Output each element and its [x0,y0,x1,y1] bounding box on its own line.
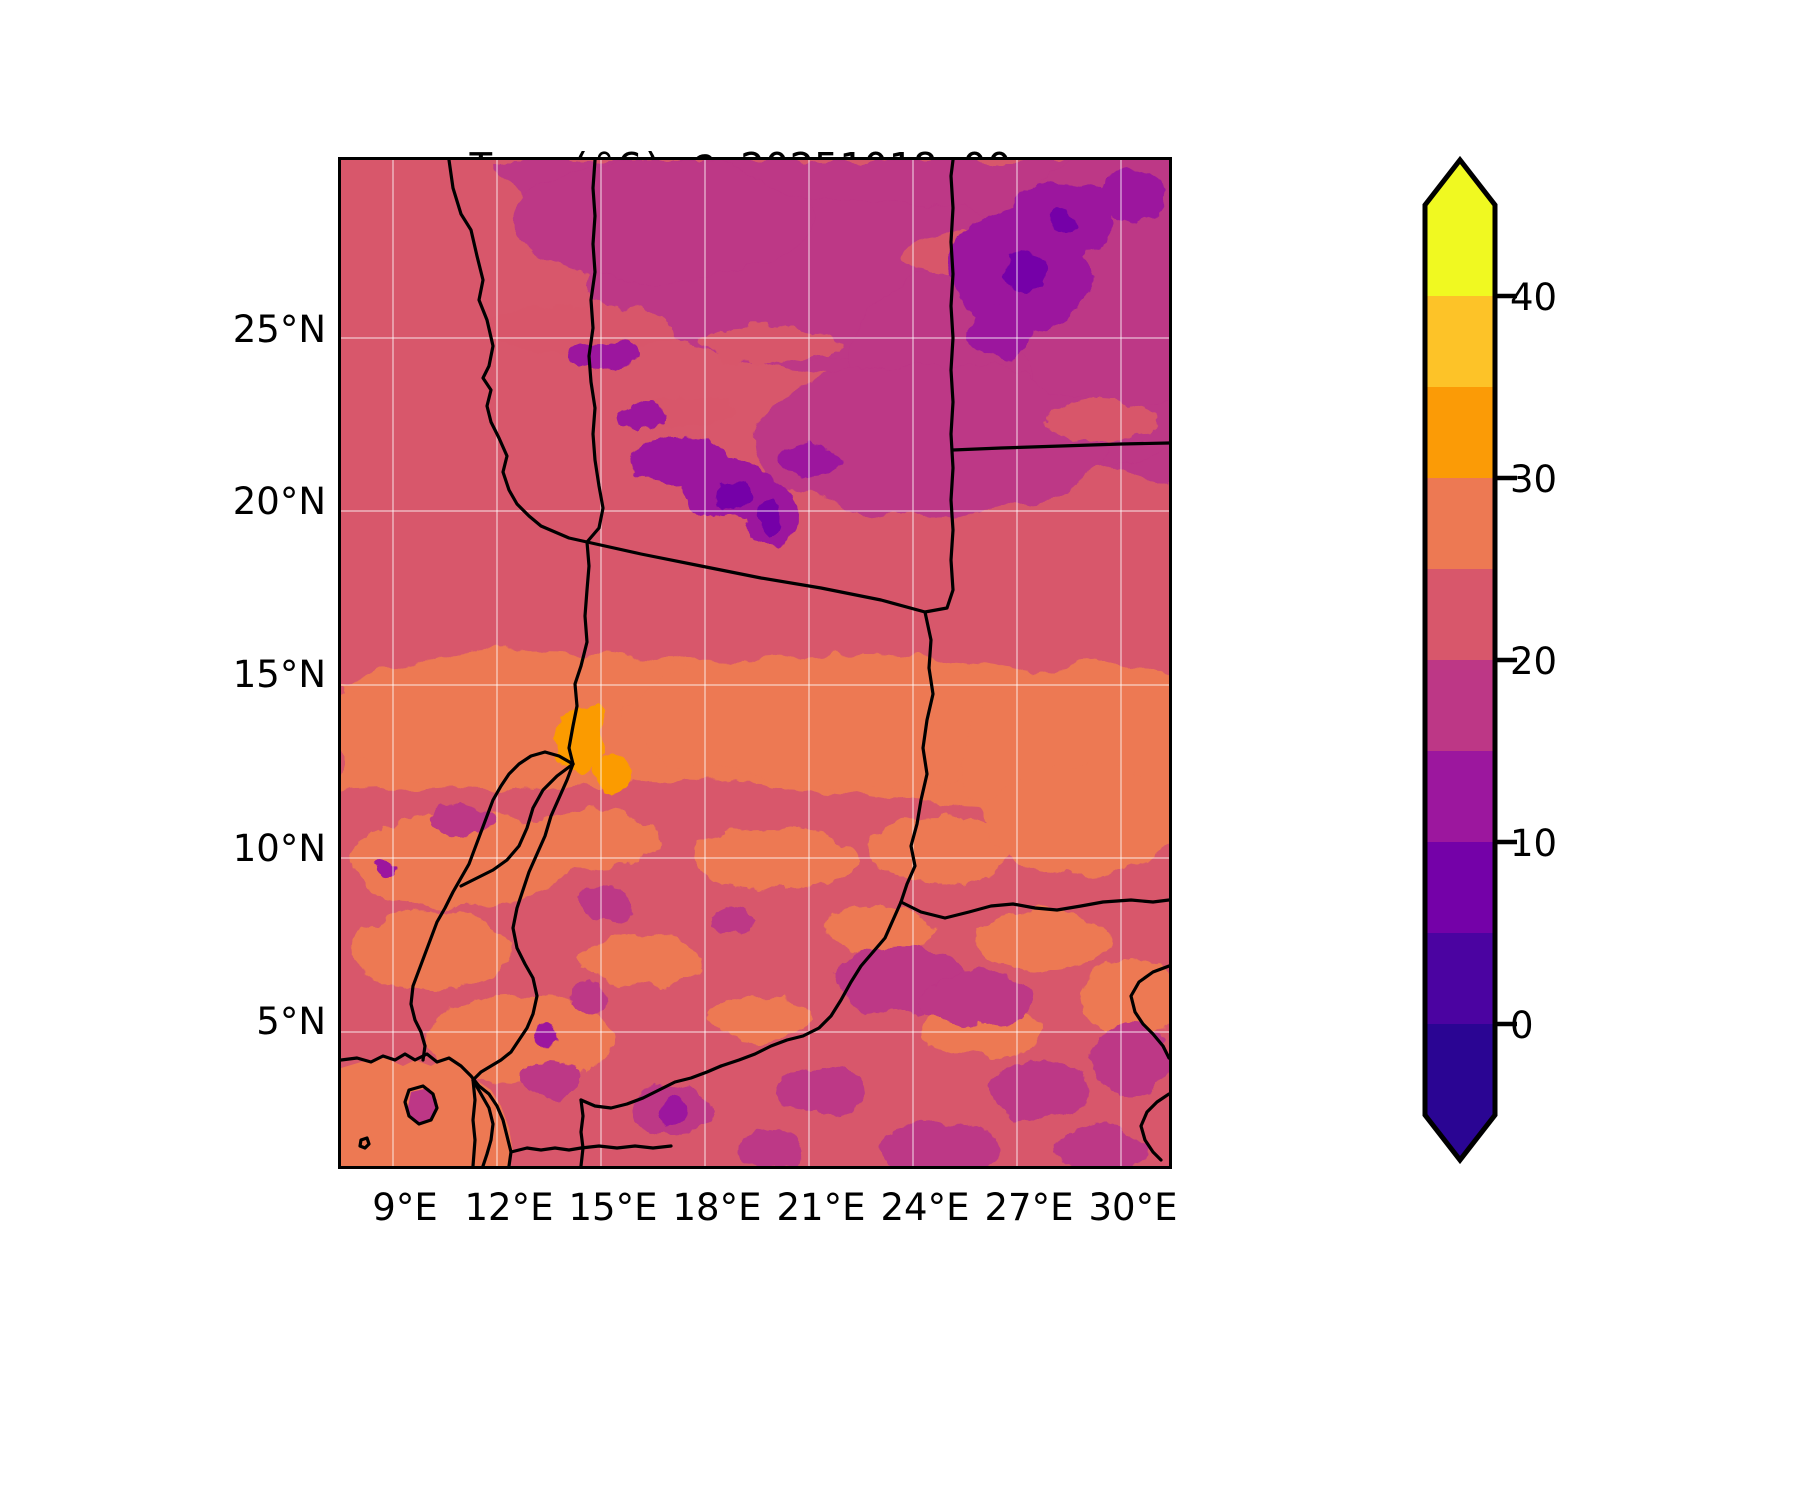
y-tick-label-25N: 25°N [232,308,326,351]
map-gridlines [341,160,1169,1166]
y-tick-label-15N: 15°N [232,653,326,696]
colorbar-tick-label-40: 40 [1510,276,1558,319]
colorbar-tick-label-0: 0 [1510,1004,1534,1047]
colorbar-svg [1422,155,1517,1165]
colorbar-tick-label-20: 20 [1510,640,1558,683]
x-tick-label-30E: 30°E [1088,1186,1178,1229]
x-tick-label-24E: 24°E [880,1186,970,1229]
colorbar-tick-label-10: 10 [1510,822,1558,865]
x-tick-label-21E: 21°E [776,1186,866,1229]
colorbar-extend-max-arrow [1425,160,1495,205]
colorbar-extend-min-arrow [1425,1115,1495,1160]
x-tick-label-18E: 18°E [672,1186,762,1229]
y-tick-label-10N: 10°N [232,827,326,870]
x-tick-label-9E: 9°E [372,1186,438,1229]
x-tick-label-15E: 15°E [568,1186,658,1229]
y-tick-label-20N: 20°N [232,480,326,523]
colorbar[interactable]: 40 30 20 10 0 [1415,150,1745,1175]
x-tick-label-12E: 12°E [464,1186,554,1229]
colorbar-tick-label-30: 30 [1510,458,1558,501]
colorbar-bands [1425,205,1495,1115]
map-plot-area[interactable] [338,157,1172,1169]
colorbar-outline [1422,155,1498,1165]
x-tick-label-27E: 27°E [984,1186,1074,1229]
y-tick-label-5N: 5°N [256,1000,326,1043]
colorbar-ticks [1495,293,1517,1027]
ocean-sst-patch [341,1058,513,1166]
country-borders [341,160,1169,1166]
temperature-field-svg [341,160,1169,1166]
contour-fill-group [341,160,1169,1166]
